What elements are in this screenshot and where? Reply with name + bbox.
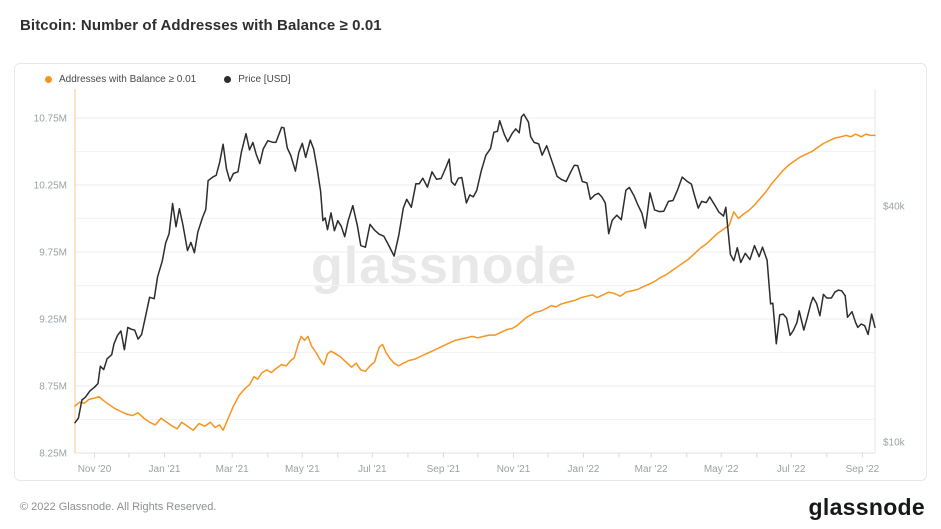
- legend-label-price: Price [USD]: [238, 74, 291, 85]
- chart-card: Addresses with Balance ≥ 0.01 Price [USD…: [14, 63, 927, 481]
- svg-text:Jul '22: Jul '22: [777, 464, 806, 475]
- svg-text:8.25M: 8.25M: [39, 449, 67, 460]
- page-footer: © 2022 Glassnode. All Rights Reserved. g…: [0, 487, 941, 527]
- page-title: Bitcoin: Number of Addresses with Balanc…: [20, 17, 382, 34]
- svg-text:Jan '22: Jan '22: [568, 464, 600, 475]
- svg-text:Nov '21: Nov '21: [497, 464, 531, 475]
- addresses-line: [74, 133, 876, 431]
- chart-plot[interactable]: 8.25M 8.75M 9.25M 9.75M 10.25M 10.75M $10k $40k…: [15, 64, 926, 480]
- glassnode-watermark: glassnode: [311, 237, 578, 295]
- legend-item-price[interactable]: Price [USD]: [224, 74, 290, 85]
- legend-dot-price-icon: [224, 76, 232, 83]
- svg-text:Sep '21: Sep '21: [427, 464, 461, 475]
- svg-text:9.25M: 9.25M: [39, 315, 67, 326]
- price-line: [74, 113, 876, 424]
- glassnode-logo: glassnode: [808, 493, 925, 520]
- svg-text:$10k: $10k: [883, 438, 906, 449]
- chart-legend: Addresses with Balance ≥ 0.01 Price [USD…: [45, 74, 290, 85]
- svg-text:Mar '22: Mar '22: [635, 464, 668, 475]
- svg-text:10.75M: 10.75M: [34, 114, 67, 125]
- svg-text:Jul '21: Jul '21: [358, 464, 387, 475]
- svg-text:Jan '21: Jan '21: [149, 464, 181, 475]
- copyright-text: © 2022 Glassnode. All Rights Reserved.: [20, 501, 217, 513]
- svg-text:May '21: May '21: [285, 464, 320, 475]
- svg-text:Mar '21: Mar '21: [216, 464, 249, 475]
- legend-dot-addresses-icon: [45, 76, 52, 83]
- svg-text:May '22: May '22: [704, 464, 739, 475]
- svg-text:Nov '20: Nov '20: [78, 464, 112, 475]
- svg-text:8.75M: 8.75M: [39, 382, 67, 393]
- svg-text:Sep '22: Sep '22: [846, 464, 880, 475]
- legend-label-addresses: Addresses with Balance ≥ 0.01: [59, 74, 197, 85]
- svg-text:$40k: $40k: [883, 202, 906, 213]
- svg-text:10.25M: 10.25M: [34, 181, 67, 192]
- svg-text:9.75M: 9.75M: [39, 248, 67, 259]
- legend-item-addresses[interactable]: Addresses with Balance ≥ 0.01: [45, 74, 196, 85]
